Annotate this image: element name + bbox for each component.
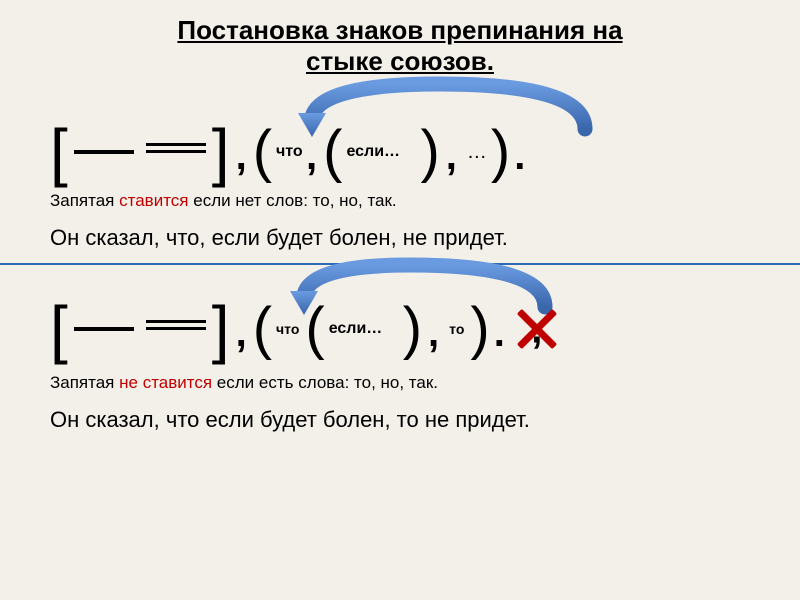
main-clause-bracket: [ ] [50,127,230,177]
conj-chto-2: что [272,322,303,336]
comma-1: , [230,136,253,176]
conj-esli-1: если… [342,144,392,160]
slide-title: Постановка знаков препинания на стыке со… [0,0,800,85]
rule1-pre: Запятая [50,191,119,210]
rule2-pre: Запятая [50,373,119,392]
subject-line [74,150,134,154]
paren-esli-1: ( если… ) [323,129,440,175]
paren-chto-1: ( что [253,129,300,175]
open-sq-bracket: [ [50,128,68,176]
title-line2: стыке союзов. [306,46,494,76]
diagram-row-1: [ ] , ( что , ( если… ) , … ) . [0,117,800,187]
period-1: . [510,136,529,176]
close-sq-bracket: ] [212,128,230,176]
divider [0,263,800,265]
rule1-key: ставится [119,191,188,210]
comma-b2: , [422,313,445,353]
rule1-post: если нет слов: то, но, так. [189,191,397,210]
rule-text-2: Запятая не ставится если есть слова: то,… [0,369,800,397]
close-paren-outer-1: ) [491,129,510,175]
to-word: то [445,319,468,339]
conj-chto-1: что [272,144,300,160]
title-line1: Постановка знаков препинания на [177,15,622,45]
rule2-post: если есть слова: то, но, так. [212,373,438,392]
comma-3-after-esli: , [440,136,463,176]
main-clause-bracket-2: [ ] [50,304,230,354]
crossed-out-comma-icon: , [515,307,559,351]
paren-chto-2: ( что [253,306,304,352]
close-paren-outer-2: ) [470,306,489,352]
comma-b1: , [230,313,253,353]
paren-esli-2: ( если… ) [305,306,422,352]
example-1: Он сказал, что, если будет болен, не при… [0,215,800,261]
diagram-row-2: [ ] , ( что ( если… ) , то ) . , [0,289,800,369]
predicate-line [146,143,206,153]
period-2: . [490,313,509,353]
rule2-key: не ставится [119,373,212,392]
dots-1: … [463,141,491,164]
conj-esli-2: если… [325,321,375,337]
comma-2-before-esli: , [300,136,323,176]
example-2: Он сказал, что если будет болен, то не п… [0,397,800,443]
rule-text-1: Запятая ставится если нет слов: то, но, … [0,187,800,215]
